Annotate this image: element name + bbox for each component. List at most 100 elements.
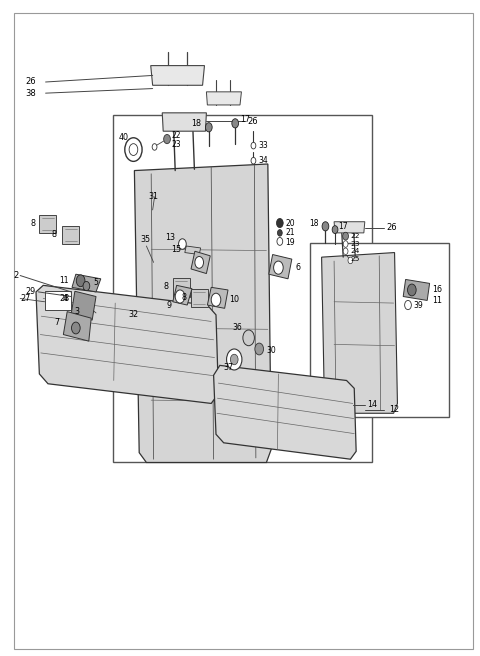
Text: 17: 17 <box>338 222 348 231</box>
Text: 27: 27 <box>20 294 30 303</box>
Text: 11: 11 <box>59 276 69 285</box>
Polygon shape <box>36 285 218 403</box>
Circle shape <box>322 222 329 231</box>
Polygon shape <box>403 279 430 300</box>
Circle shape <box>72 322 80 334</box>
Polygon shape <box>269 255 292 279</box>
Circle shape <box>76 275 85 287</box>
Text: 6: 6 <box>295 263 300 272</box>
Polygon shape <box>39 215 56 233</box>
Circle shape <box>230 354 238 365</box>
Text: 8: 8 <box>163 282 168 291</box>
Circle shape <box>205 123 212 132</box>
Text: 37: 37 <box>223 363 233 372</box>
Polygon shape <box>207 287 228 308</box>
Text: 11: 11 <box>432 296 442 305</box>
Text: 29: 29 <box>26 287 36 297</box>
Text: 26: 26 <box>386 223 397 232</box>
Circle shape <box>277 237 283 245</box>
Text: 9: 9 <box>167 300 172 310</box>
Text: 25: 25 <box>350 256 360 262</box>
Text: 4: 4 <box>62 294 67 303</box>
Circle shape <box>251 142 256 149</box>
Circle shape <box>243 330 254 346</box>
Circle shape <box>179 239 186 249</box>
Circle shape <box>195 256 204 268</box>
Text: 28: 28 <box>59 294 69 303</box>
Polygon shape <box>214 365 356 459</box>
Text: 35: 35 <box>141 235 151 244</box>
Text: 23: 23 <box>350 241 360 247</box>
Text: 23: 23 <box>172 140 181 149</box>
Text: 24: 24 <box>350 248 360 255</box>
Text: 3: 3 <box>74 307 79 316</box>
Bar <box>310 243 449 417</box>
Text: 30: 30 <box>266 346 276 356</box>
Circle shape <box>232 119 239 128</box>
Polygon shape <box>71 291 96 320</box>
Circle shape <box>277 230 282 236</box>
Bar <box>113 115 372 462</box>
Polygon shape <box>151 66 204 85</box>
Polygon shape <box>173 285 192 305</box>
Text: 8: 8 <box>181 293 186 302</box>
Text: 39: 39 <box>414 300 423 310</box>
Circle shape <box>405 300 411 310</box>
Polygon shape <box>162 113 206 131</box>
Text: 12: 12 <box>389 405 399 415</box>
Text: 19: 19 <box>286 238 295 247</box>
Polygon shape <box>173 278 190 297</box>
Text: 34: 34 <box>258 156 268 165</box>
Text: 5: 5 <box>94 277 98 287</box>
Text: 2: 2 <box>13 271 18 280</box>
Text: 36: 36 <box>233 323 242 333</box>
Circle shape <box>343 232 348 240</box>
Text: 22: 22 <box>350 233 360 239</box>
Circle shape <box>276 218 283 228</box>
Polygon shape <box>206 92 241 105</box>
Polygon shape <box>191 289 208 307</box>
Circle shape <box>251 157 256 164</box>
Circle shape <box>175 290 185 303</box>
Circle shape <box>152 144 157 150</box>
Circle shape <box>129 144 138 155</box>
Text: 18: 18 <box>192 119 202 128</box>
Circle shape <box>211 293 221 306</box>
Polygon shape <box>185 246 201 255</box>
Text: 17: 17 <box>240 115 250 124</box>
Text: 26: 26 <box>247 117 258 126</box>
Circle shape <box>408 284 416 296</box>
Polygon shape <box>63 312 91 341</box>
Text: 8: 8 <box>30 218 35 228</box>
Text: 40: 40 <box>119 133 129 142</box>
Text: 22: 22 <box>172 131 181 140</box>
Text: 32: 32 <box>128 310 139 319</box>
Polygon shape <box>322 253 397 413</box>
Text: 13: 13 <box>165 233 175 242</box>
Bar <box>45 291 71 310</box>
Text: 38: 38 <box>25 89 36 98</box>
Text: 15: 15 <box>171 245 181 254</box>
Circle shape <box>274 261 283 274</box>
Circle shape <box>343 241 348 247</box>
Polygon shape <box>72 274 101 292</box>
Polygon shape <box>134 164 271 462</box>
Polygon shape <box>62 226 79 244</box>
Circle shape <box>125 138 142 161</box>
Circle shape <box>332 226 338 234</box>
Circle shape <box>348 257 353 264</box>
Circle shape <box>227 349 242 370</box>
Text: 26: 26 <box>25 77 36 87</box>
Circle shape <box>83 281 90 291</box>
Text: 16: 16 <box>432 285 442 295</box>
Text: 14: 14 <box>367 400 377 409</box>
Text: 20: 20 <box>286 218 295 228</box>
Text: 18: 18 <box>310 218 319 228</box>
Circle shape <box>343 248 348 255</box>
Text: 21: 21 <box>286 228 295 237</box>
Text: 7: 7 <box>54 318 59 327</box>
Polygon shape <box>334 222 365 233</box>
Text: 33: 33 <box>258 141 268 150</box>
Circle shape <box>164 134 170 144</box>
Polygon shape <box>191 251 210 274</box>
